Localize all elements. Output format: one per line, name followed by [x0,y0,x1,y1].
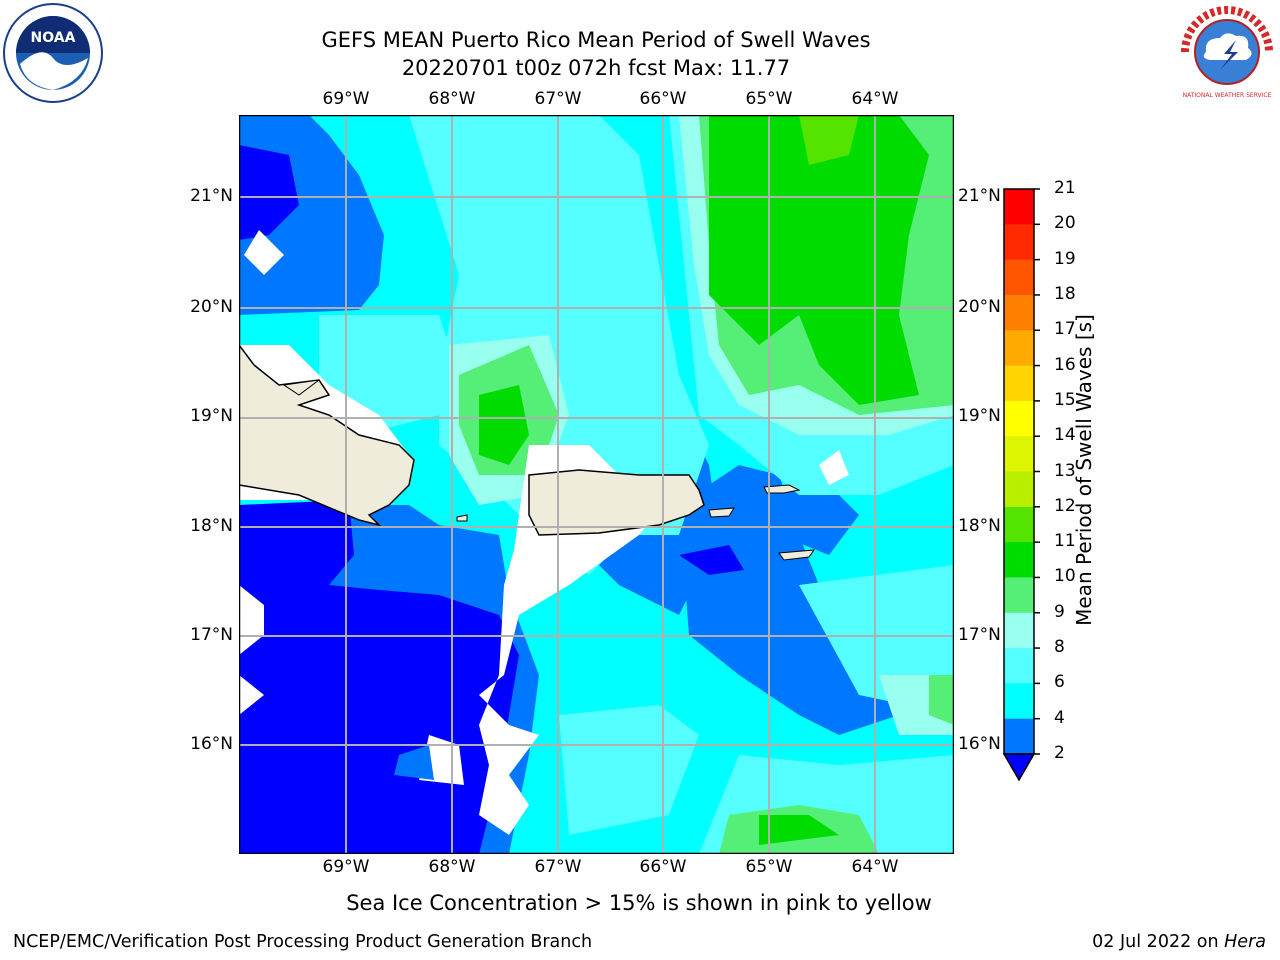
lat-label-left: 16°N [190,734,233,754]
lat-label-right: 17°N [958,625,1001,645]
sea-ice-note: Sea Ice Concentration > 15% is shown in … [346,891,932,915]
colorbar-tick-label: 20 [1054,213,1076,234]
footer-credit: NCEP/EMC/Verification Post Processing Pr… [13,932,593,952]
colorbar-tick-label: 4 [1054,707,1065,728]
colorbar-block [1004,542,1034,578]
lat-label-left: 19°N [190,406,233,426]
colorbar-block [1004,224,1034,261]
colorbar-block [1004,330,1034,367]
colorbar-tick-label: 16 [1054,354,1076,375]
colorbar-tick-label: 15 [1054,389,1076,410]
colorbar-tick-label: 18 [1054,283,1076,304]
colorbar-block [1004,506,1034,543]
colorbar-tick-label: 10 [1054,566,1076,587]
colorbar-tick-label: 12 [1054,495,1076,516]
colorbar-tick-label: 8 [1054,637,1065,658]
colorbar-block [1004,648,1034,684]
footer-date: 02 Jul 2022 on Hera [1092,932,1266,952]
footer-host: Hera [1224,932,1266,952]
chart-title: GEFS MEAN Puerto Rico Mean Period of Swe… [321,28,871,52]
lon-label-top: 65°W [745,89,793,109]
lon-label-bottom: 68°W [428,857,476,877]
colorbar-tick-label: 17 [1054,319,1076,340]
map-grid [239,115,954,854]
noaa-logo: NOAA [3,3,103,103]
lon-label-bottom: 69°W [322,857,370,877]
colorbar-tick-label: 2 [1054,743,1065,763]
colorbar-tick-label: 14 [1054,425,1076,446]
colorbar-block [1004,294,1034,331]
colorbar-tick-label: 19 [1054,248,1076,269]
colorbar-block [1004,718,1034,755]
swell-period-map [239,115,954,854]
lon-label-bottom: 67°W [534,857,582,877]
lat-label-left: 17°N [190,625,233,645]
colorbar [1002,188,1040,782]
lon-label-top: 66°W [639,89,687,109]
lat-label-right: 19°N [958,406,1001,426]
colorbar-block [1004,365,1034,402]
land-puerto-rico [528,469,705,536]
lon-label-bottom: 64°W [851,857,899,877]
colorbar-tick-label: 13 [1054,460,1076,481]
lat-label-right: 18°N [958,516,1001,536]
lat-label-right: 21°N [958,186,1001,206]
colorbar-tick-label: 21 [1054,178,1076,198]
lat-label-right: 20°N [958,297,1001,317]
lon-label-bottom: 66°W [639,857,687,877]
map-frame [239,115,954,854]
nws-logo-text: NATIONAL WEATHER SERVICE [1183,92,1272,99]
colorbar-block [1004,189,1034,225]
colorbar-block [1004,259,1034,296]
lon-label-top: 68°W [428,89,476,109]
colorbar-label: Mean Period of Swell Waves [s] [1072,314,1096,626]
lon-label-top: 69°W [322,89,370,109]
noaa-logo-text: NOAA [31,30,76,46]
lat-label-left: 20°N [190,297,233,317]
lon-label-bottom: 65°W [745,857,793,877]
colorbar-tick-label: 11 [1054,531,1076,552]
nws-logo: NATIONAL WEATHER SERVICE [1180,5,1274,99]
lat-label-left: 21°N [190,186,233,206]
lon-label-top: 64°W [851,89,899,109]
colorbar-block [1004,471,1034,508]
colorbar-block [1004,683,1034,720]
chart-subtitle: 20220701 t00z 072h fcst Max: 11.77 [401,56,791,80]
colorbar-tick-label: 6 [1054,672,1065,693]
lat-label-right: 16°N [958,734,1001,754]
lat-label-left: 18°N [190,516,233,536]
lon-label-top: 67°W [534,89,582,109]
colorbar-block [1004,577,1034,614]
colorbar-block [1004,400,1034,437]
field-band-11-12 [799,115,859,165]
field-band-below-2 [239,145,299,240]
colorbar-extension [1002,753,1036,782]
colorbar-block [1004,612,1034,649]
footer-date-text: 02 Jul 2022 on [1092,932,1225,952]
colorbar-tick-label: 9 [1054,601,1065,622]
colorbar-block [1004,436,1034,472]
